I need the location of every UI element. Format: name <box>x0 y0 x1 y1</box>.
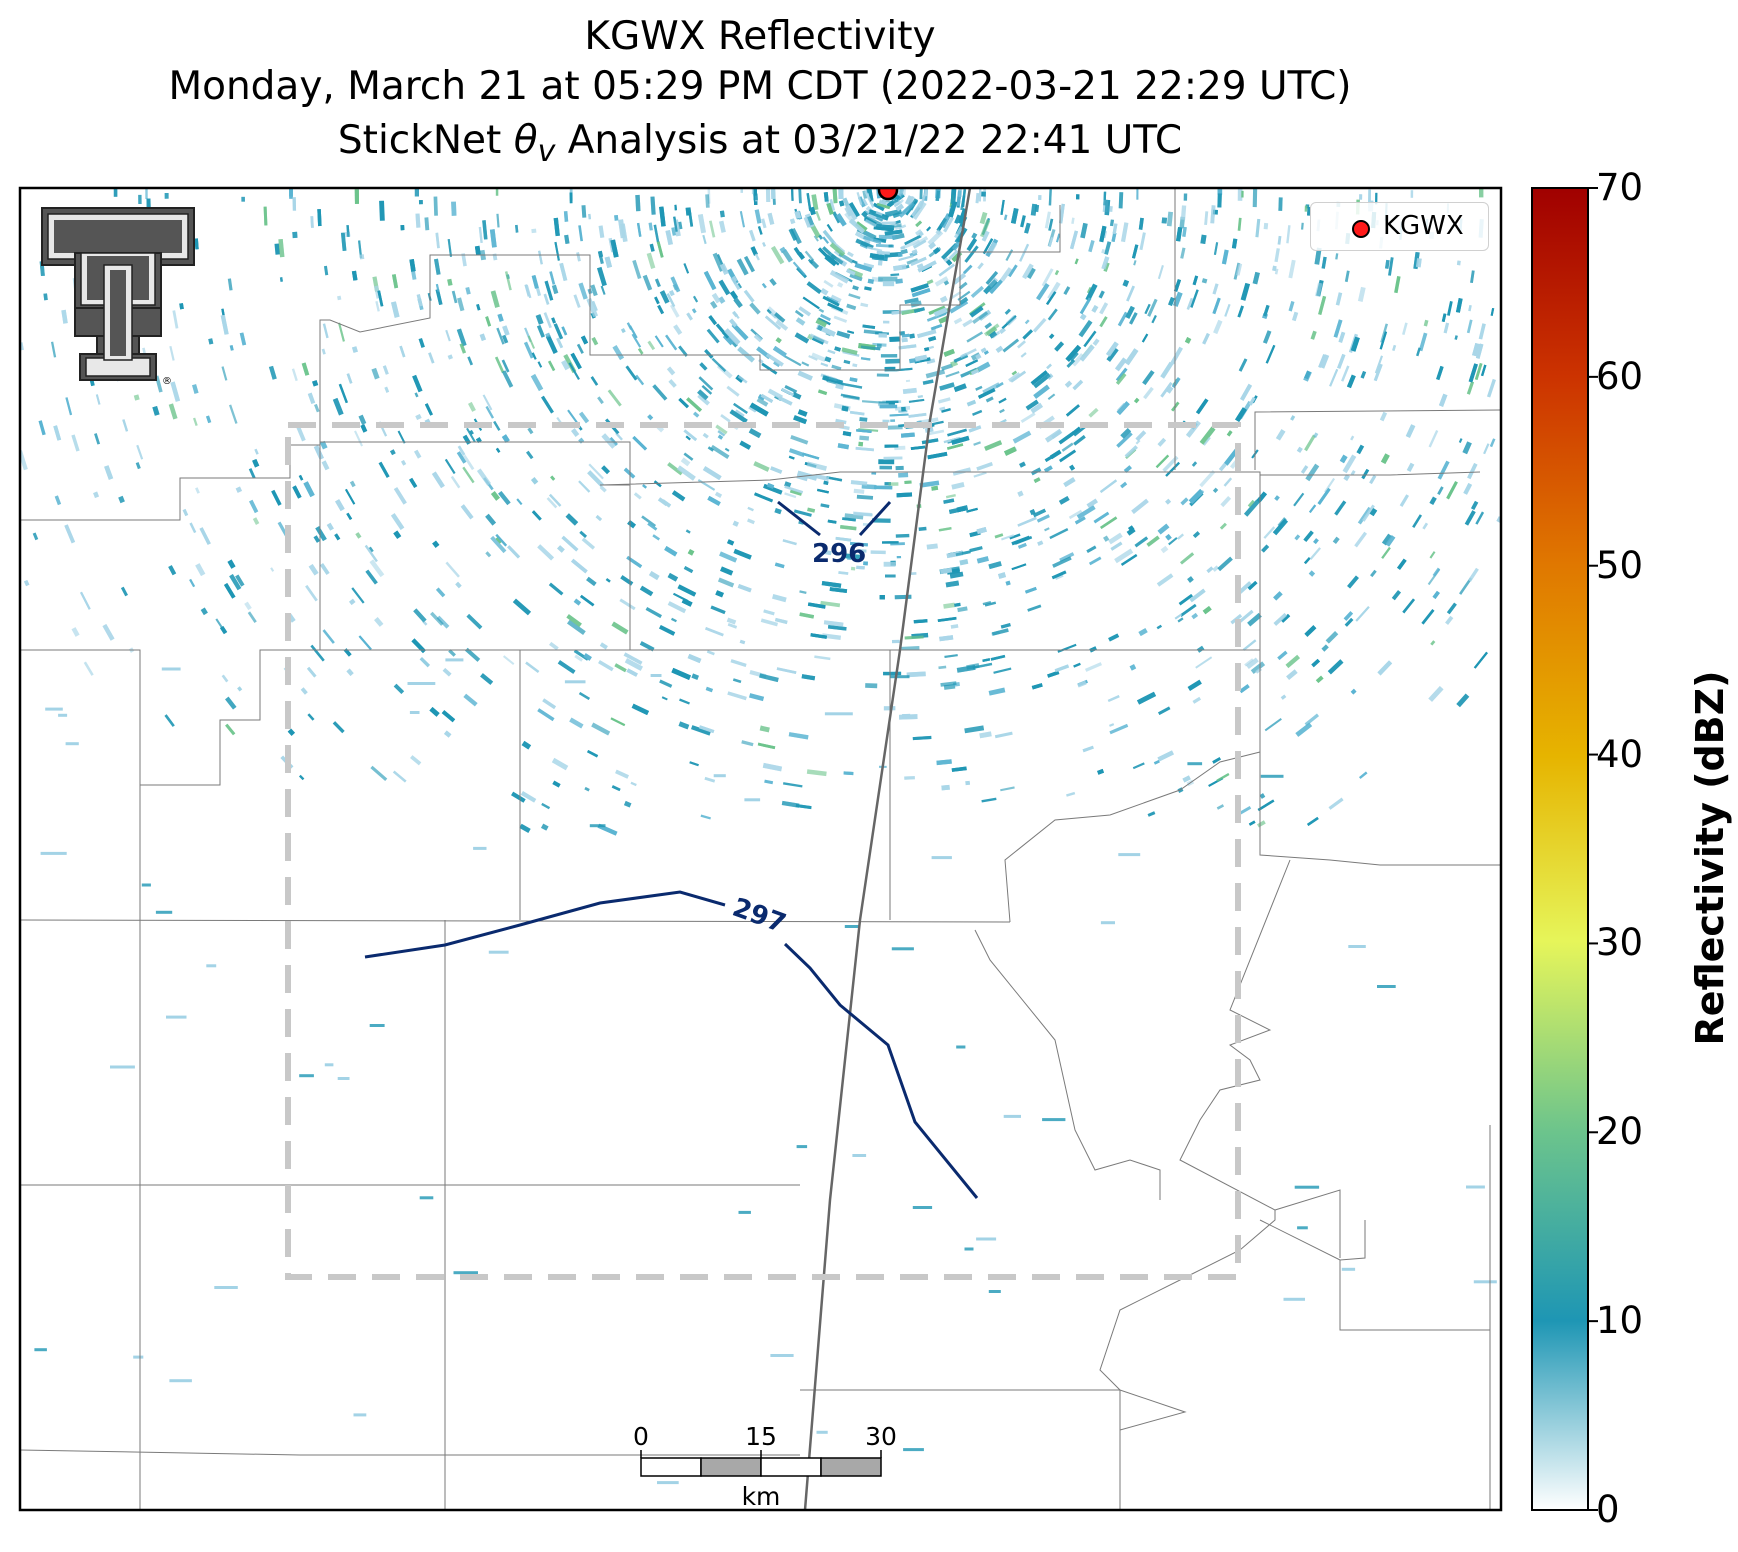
logo-registered-mark: ® <box>162 376 172 387</box>
scale-tick-0: 0 <box>633 1422 649 1451</box>
colorbar-tick-label-30: 30 <box>1596 921 1644 965</box>
highway-line <box>803 188 972 1510</box>
scale-tick-15: 15 <box>745 1422 777 1451</box>
colorbar-tick-label-70: 70 <box>1596 166 1644 209</box>
colorbar <box>1531 187 1589 1511</box>
map-area <box>20 188 1501 1510</box>
analysis-subtitle: StickNet θv Analysis at 03/21/22 22:41 U… <box>0 118 1520 175</box>
colorbar-title: Reflectivity (dBZ) <box>1688 670 1732 1046</box>
theta-symbol: θ <box>513 118 538 163</box>
colorbar-tick-label-50: 50 <box>1596 543 1644 587</box>
colorbar-tick-label-60: 60 <box>1596 354 1644 398</box>
theta-subscript: v <box>537 134 556 169</box>
colorbar-tick-label-40: 40 <box>1596 732 1644 776</box>
map-legend: KGWX <box>1310 202 1489 251</box>
scale-bar <box>640 1450 882 1477</box>
colorbar-tick-label-0: 0 <box>1596 1488 1620 1531</box>
analysis-prefix: StickNet <box>337 118 514 163</box>
map-frame <box>18 186 1503 1512</box>
map-title: KGWX Reflectivity <box>584 14 936 59</box>
double-t-logo-icon <box>41 207 195 381</box>
analysis-suffix: Analysis at 03/21/22 22:41 UTC <box>555 118 1183 163</box>
contour-296 <box>777 500 892 537</box>
scale-unit: km <box>741 1482 781 1511</box>
scale-tick-30: 30 <box>865 1422 897 1451</box>
colorbar-tick-label-20: 20 <box>1596 1110 1644 1154</box>
analysis-domain-box <box>285 422 1241 1280</box>
contour-label-296: 296 <box>812 539 867 569</box>
legend-label: KGWX <box>1383 211 1464 241</box>
radar-site-legend-icon <box>1352 220 1370 238</box>
contour-297 <box>364 890 979 1199</box>
colorbar-tick-label-10: 10 <box>1596 1299 1644 1343</box>
map-datetime: Monday, March 21 at 05:29 PM CDT (2022-0… <box>168 64 1352 109</box>
colorbar-ticks <box>1588 187 1598 1511</box>
county-boundaries <box>20 188 1501 1510</box>
radar-site-icon <box>877 188 899 201</box>
